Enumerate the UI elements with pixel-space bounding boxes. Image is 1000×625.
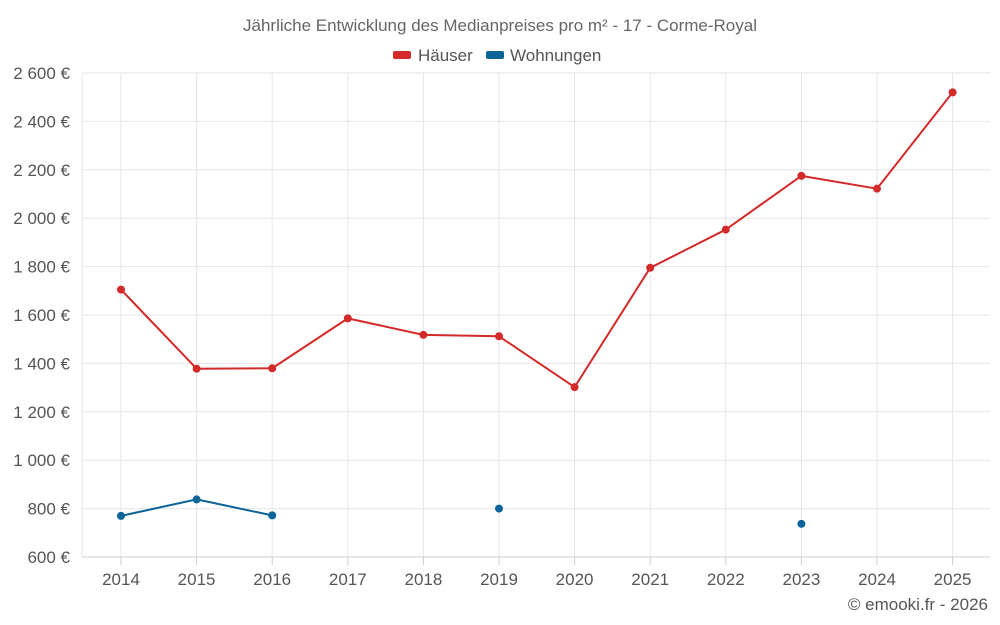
x-tick-label: 2024: [858, 570, 896, 589]
data-point-hauser[interactable]: [873, 184, 881, 193]
x-tick-label: 2022: [707, 570, 745, 589]
x-tick-label: 2019: [480, 570, 518, 589]
legend-swatch-wohnungen: [486, 51, 504, 59]
x-tick-label: 2016: [253, 570, 291, 589]
x-tick-label: 2020: [556, 570, 594, 589]
grid: [81, 72, 990, 558]
data-point-hauser[interactable]: [343, 314, 352, 323]
x-tick-label: 2018: [404, 570, 442, 589]
legend: Häuser Wohnungen: [393, 46, 601, 65]
x-tick-label: 2017: [329, 570, 367, 589]
y-tick-label: 2 200 €: [13, 161, 70, 180]
y-tick-label: 2 000 €: [13, 209, 70, 228]
credit-text: © emooki.fr - 2026: [848, 595, 988, 614]
x-tick-label: 2023: [782, 570, 820, 589]
data-point-hauser[interactable]: [495, 332, 503, 341]
data-point-wohnungen[interactable]: [117, 511, 125, 520]
data-point-wohnungen[interactable]: [797, 519, 806, 528]
data-point-wohnungen[interactable]: [192, 495, 201, 504]
y-tick-label: 600 €: [27, 548, 70, 567]
y-tick-label: 1 600 €: [13, 306, 70, 325]
y-tick-label: 1 800 €: [13, 258, 70, 277]
legend-item-wohnungen[interactable]: Wohnungen: [486, 46, 601, 65]
legend-swatch-hauser: [393, 51, 411, 59]
series-wohnungen: [117, 495, 806, 528]
x-tick-label: 2015: [178, 570, 216, 589]
x-tick-label: 2014: [102, 570, 140, 589]
series-hauser: [117, 88, 957, 392]
chart-title: Jährliche Entwicklung des Medianpreises …: [243, 16, 757, 35]
y-tick-label: 800 €: [27, 500, 70, 519]
data-point-hauser[interactable]: [268, 364, 277, 373]
y-tick-label: 2 600 €: [13, 64, 70, 83]
y-tick-label: 1 200 €: [13, 403, 70, 422]
data-point-hauser[interactable]: [419, 330, 428, 339]
y-axis: 600 € 800 € 1 000 € 1 200 € 1 400 € 1 600 € 1 …: [13, 64, 70, 567]
data-point-hauser[interactable]: [721, 225, 730, 234]
y-tick-label: 1 000 €: [13, 451, 70, 470]
data-point-hauser[interactable]: [646, 263, 655, 272]
data-point-hauser[interactable]: [192, 364, 201, 373]
series-line-hauser: [120, 91, 954, 389]
data-point-wohnungen[interactable]: [268, 511, 277, 520]
data-point-hauser[interactable]: [797, 171, 806, 180]
x-axis: 2014 2015 2016 2017 2018 2019 2020 2021 2022 2023…: [82, 556, 990, 589]
y-tick-label: 1 400 €: [13, 354, 70, 373]
legend-item-hauser[interactable]: Häuser: [393, 46, 473, 65]
data-point-hauser[interactable]: [948, 88, 957, 97]
data-point-wohnungen[interactable]: [495, 504, 503, 513]
series-layer: [117, 88, 957, 528]
legend-label-hauser: Häuser: [418, 46, 473, 65]
data-point-hauser[interactable]: [570, 383, 579, 392]
legend-label-wohnungen: Wohnungen: [510, 46, 601, 65]
x-tick-label: 2025: [934, 570, 972, 589]
data-point-hauser[interactable]: [117, 285, 125, 294]
y-tick-label: 2 400 €: [13, 112, 70, 131]
x-tick-label: 2021: [631, 570, 669, 589]
